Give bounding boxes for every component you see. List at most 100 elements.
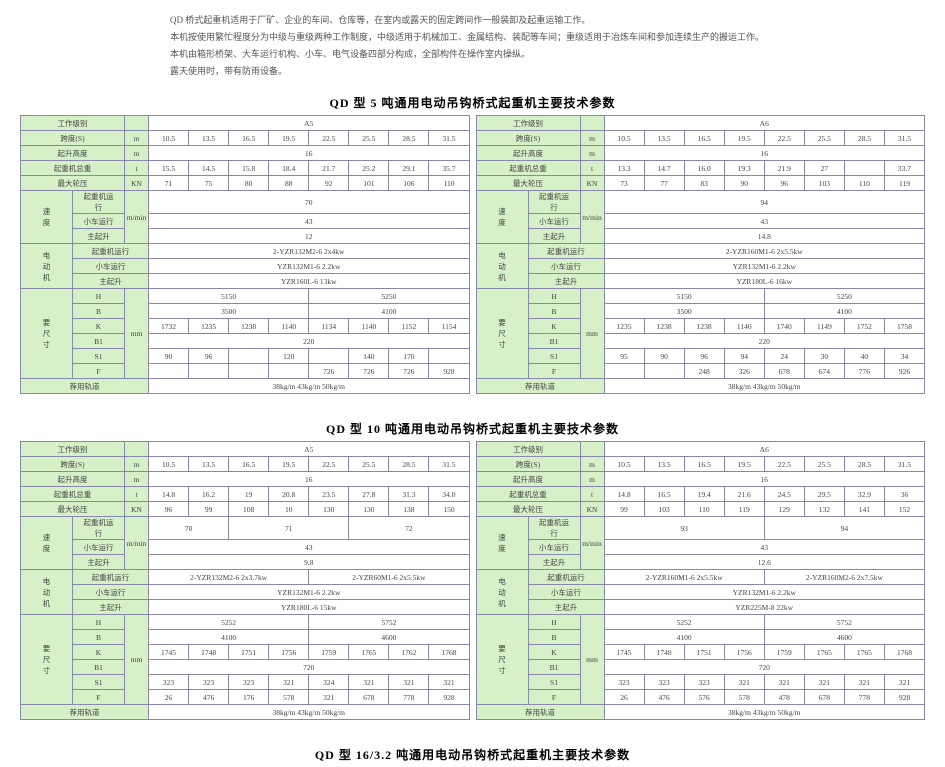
row-span: 跨度(S): [21, 457, 125, 472]
cell: 1756: [269, 645, 309, 660]
cell: 22.5: [764, 131, 804, 146]
row-dim: 要尺寸: [476, 615, 528, 705]
cell: 16.2: [189, 487, 229, 502]
cell: 29.1: [389, 161, 429, 176]
cell: 14.5: [189, 161, 229, 176]
cell: 10.5: [149, 131, 189, 146]
cell: 12: [149, 229, 470, 244]
cell: A6: [604, 116, 925, 131]
row-S1: S1: [73, 675, 125, 690]
cell: 15.5: [149, 161, 189, 176]
row-span: 跨度(S): [476, 457, 580, 472]
cell: 14.8: [149, 487, 189, 502]
cell: 476: [644, 690, 684, 705]
unit: m: [125, 131, 149, 146]
row-totalw: 起重机总重: [476, 161, 580, 176]
cell: 34.0: [429, 487, 469, 502]
cell: 120: [269, 349, 309, 364]
cell: 776: [844, 364, 884, 379]
cell: 13.5: [644, 457, 684, 472]
cell: 3500: [149, 304, 309, 319]
unit: mm: [580, 615, 604, 705]
cell: 1759: [309, 645, 349, 660]
cell: 106: [389, 176, 429, 191]
cell: 3500: [604, 304, 764, 319]
cell: 1152: [389, 319, 429, 334]
cell: 43: [604, 214, 925, 229]
cell: 1238: [644, 319, 684, 334]
cell: 27: [804, 161, 844, 176]
cell: 130: [349, 502, 389, 517]
row-speed: 速度: [476, 517, 528, 570]
cell: 99: [189, 502, 229, 517]
cell: 1765: [349, 645, 389, 660]
title-5t: QD 型 5 吨通用电动吊钩桥式起重机主要技术参数: [20, 94, 925, 111]
cell: 321: [764, 675, 804, 690]
cell: 1751: [229, 645, 269, 660]
cell: 75: [189, 176, 229, 191]
row-B1: B1: [73, 660, 125, 675]
table-5t-a6: 工作级别A6跨度(S)m10.513.516.519.522.525.528.5…: [476, 115, 926, 394]
cell: 24.5: [764, 487, 804, 502]
cell: 16.5: [229, 457, 269, 472]
cell: 26: [604, 690, 644, 705]
cell: 720: [604, 660, 925, 675]
row-wheel: 最大轮压: [21, 176, 125, 191]
cell: 73: [604, 176, 644, 191]
cell: 2-YZR160M2-6 2x7.5kw: [764, 570, 924, 585]
cell: 96: [189, 349, 229, 364]
cell: 926: [884, 364, 924, 379]
unit: m/min: [125, 191, 149, 244]
cell: 110: [844, 176, 884, 191]
cell: 71: [149, 176, 189, 191]
row-mot-hoist: 起重机运行: [528, 570, 604, 585]
cell: 10: [269, 502, 309, 517]
row-S1: S1: [528, 675, 580, 690]
row-motor: 电动机: [21, 244, 73, 289]
row-mot-trolley: 小车运行: [73, 585, 149, 600]
tables-10t: 工作级别A5跨度(S)m10.513.516.519.522.525.528.5…: [20, 441, 925, 720]
unit: m: [580, 472, 604, 487]
cell: 101: [349, 176, 389, 191]
cell: 71: [229, 517, 349, 540]
intro-line: QD 桥式起重机适用于厂矿、企业的车间、仓库等，在室内或露天的固定跨间作一般装卸…: [170, 12, 925, 29]
row-motor: 电动机: [476, 244, 528, 289]
cell: 678: [349, 690, 389, 705]
cell: 99: [604, 502, 644, 517]
row-trolley-spd: 小车运行: [528, 540, 580, 555]
unit: m/min: [580, 191, 604, 244]
unit: KN: [125, 502, 149, 517]
cell: 5250: [764, 289, 924, 304]
cell: 2-YZR132M2-6 2x4kw: [149, 244, 470, 259]
row-rail: 荐用轨道: [476, 379, 604, 394]
row-wheel: 最大轮压: [476, 176, 580, 191]
row-trolley-spd: 小车运行: [73, 214, 125, 229]
cell: 321: [429, 675, 469, 690]
unit: t: [125, 487, 149, 502]
cell: 14.7: [644, 161, 684, 176]
cell: 43: [149, 214, 470, 229]
cell: 90: [644, 349, 684, 364]
cell: 27.8: [349, 487, 389, 502]
row-hoist-spd: 起重机运行: [73, 191, 125, 214]
cell: 28.5: [844, 457, 884, 472]
table-5t-a5: 工作级别A5跨度(S)m10.513.516.519.522.525.528.5…: [20, 115, 470, 394]
cell: [189, 364, 229, 379]
row-B1: B1: [528, 660, 580, 675]
cell: YZR160L-6 13kw: [149, 274, 470, 289]
cell: 23.5: [309, 487, 349, 502]
cell: 95: [604, 349, 644, 364]
cell: 21.7: [309, 161, 349, 176]
row-mot-trolley: 小车运行: [528, 585, 604, 600]
cell: 10.5: [604, 131, 644, 146]
row-wheel: 最大轮压: [21, 502, 125, 517]
cell: 132: [804, 502, 844, 517]
cell: 323: [684, 675, 724, 690]
unit: m: [125, 472, 149, 487]
unit: m/min: [580, 517, 604, 570]
cell: 674: [804, 364, 844, 379]
cell: 14.8: [604, 487, 644, 502]
cell: 1154: [429, 319, 469, 334]
row-lift: 起升高度: [476, 146, 580, 161]
cell: 90: [724, 176, 764, 191]
